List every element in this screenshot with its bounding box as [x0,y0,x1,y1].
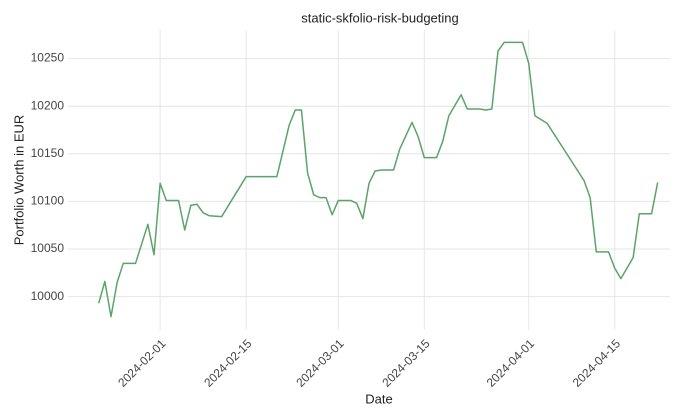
x-axis-title: Date [365,391,392,406]
chart-title: static-skfolio-risk-budgeting [301,10,459,25]
x-tick-label: 2024-04-15 [570,336,624,390]
x-tick-label: 2024-02-15 [201,336,255,390]
y-tick-label: 10200 [31,98,65,112]
x-tick-label: 2024-04-01 [484,336,538,390]
x-tick-label: 2024-02-01 [115,336,169,390]
line-series [97,41,659,318]
x-tick-label: 2024-03-01 [293,336,347,390]
x-tick-label: 2024-03-15 [379,336,433,390]
y-tick-label: 10000 [31,289,65,303]
y-tick-label: 10100 [31,194,65,208]
y-tick-label: 10150 [31,146,65,160]
y-tick-label: 10050 [31,241,65,255]
y-tick-label: 10250 [31,51,65,65]
y-axis-title: Portfolio Worth in EUR [11,115,26,246]
